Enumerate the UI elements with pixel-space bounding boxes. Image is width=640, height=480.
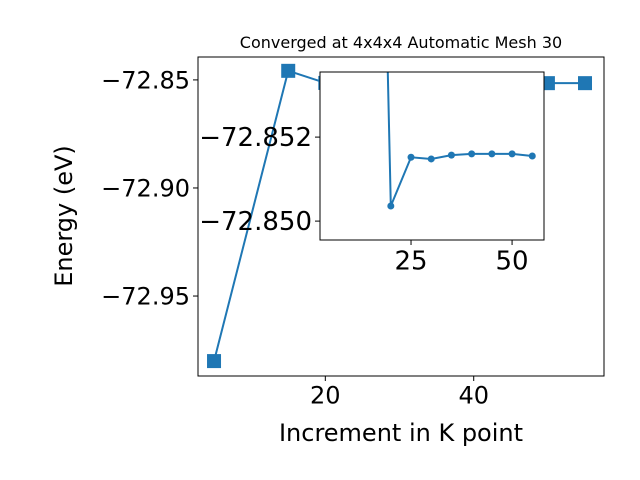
marker [508, 150, 516, 158]
x-axis-label: Increment in K point [279, 419, 523, 447]
axes-frame [197, 56, 605, 377]
marker [387, 202, 395, 210]
marker [207, 354, 222, 369]
x-tick-label: 50 [496, 246, 529, 276]
marker [488, 150, 496, 158]
chart-title: Converged at 4x4x4 Automatic Mesh 30 [240, 33, 562, 52]
x-tick-label: 25 [394, 246, 427, 276]
marker [407, 153, 415, 161]
y-tick-label: −72.85 [101, 66, 190, 94]
y-tick-label: −72.852 [199, 123, 312, 153]
plot-content [386, 72, 536, 210]
marker [578, 76, 593, 91]
y-tick-label: −72.850 [199, 207, 312, 237]
marker [468, 150, 476, 158]
y-tick-label: −72.90 [101, 174, 190, 202]
marker [447, 151, 455, 159]
marker [528, 152, 536, 160]
marker [281, 63, 296, 78]
x-tick-label: 40 [458, 382, 489, 410]
x-tick-label: 20 [310, 382, 341, 410]
y-tick-label: −72.95 [101, 282, 190, 310]
axes-frame [319, 71, 545, 241]
y-axis-label: Energy (eV) [50, 145, 78, 287]
marker [427, 155, 435, 163]
